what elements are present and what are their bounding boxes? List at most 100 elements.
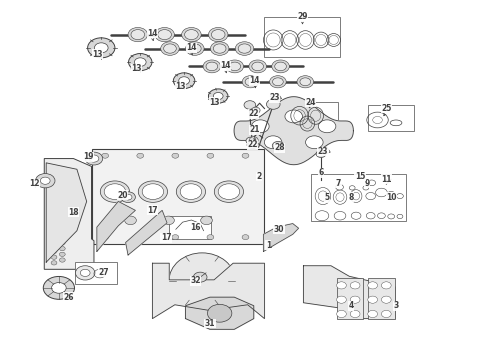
Circle shape bbox=[179, 77, 190, 85]
Circle shape bbox=[238, 44, 251, 53]
Circle shape bbox=[368, 282, 377, 289]
Circle shape bbox=[163, 216, 174, 225]
Circle shape bbox=[137, 153, 144, 158]
Bar bbox=[289, 102, 338, 126]
Circle shape bbox=[172, 235, 179, 240]
Circle shape bbox=[248, 141, 258, 149]
Circle shape bbox=[249, 137, 258, 143]
Circle shape bbox=[264, 136, 282, 149]
Circle shape bbox=[161, 42, 179, 55]
Circle shape bbox=[51, 175, 57, 179]
Circle shape bbox=[164, 44, 176, 53]
Bar bbox=[368, 105, 414, 131]
Text: 19: 19 bbox=[83, 152, 94, 161]
Text: 10: 10 bbox=[386, 193, 396, 202]
Circle shape bbox=[300, 78, 311, 86]
Circle shape bbox=[75, 266, 95, 280]
Text: 1: 1 bbox=[266, 240, 271, 249]
Circle shape bbox=[51, 255, 57, 259]
Circle shape bbox=[189, 44, 201, 53]
Circle shape bbox=[275, 62, 287, 71]
Text: 26: 26 bbox=[63, 293, 74, 302]
Circle shape bbox=[218, 184, 240, 199]
Circle shape bbox=[128, 27, 147, 42]
Text: 17: 17 bbox=[147, 206, 158, 215]
Circle shape bbox=[349, 186, 355, 190]
Text: 24: 24 bbox=[306, 98, 316, 107]
Circle shape bbox=[207, 153, 214, 158]
Circle shape bbox=[251, 120, 269, 133]
Circle shape bbox=[59, 258, 65, 262]
Circle shape bbox=[244, 101, 256, 109]
Circle shape bbox=[363, 186, 369, 190]
Circle shape bbox=[43, 276, 74, 299]
Circle shape bbox=[214, 181, 244, 202]
Circle shape bbox=[51, 186, 57, 191]
Circle shape bbox=[252, 62, 264, 71]
Circle shape bbox=[51, 169, 57, 174]
Circle shape bbox=[59, 184, 65, 188]
Circle shape bbox=[59, 178, 65, 182]
Circle shape bbox=[89, 155, 99, 162]
Circle shape bbox=[182, 27, 201, 42]
Circle shape bbox=[208, 27, 228, 42]
Text: 14: 14 bbox=[249, 76, 260, 85]
Ellipse shape bbox=[169, 253, 235, 309]
Circle shape bbox=[137, 235, 144, 240]
Polygon shape bbox=[44, 158, 94, 269]
Text: 2: 2 bbox=[256, 172, 261, 181]
Polygon shape bbox=[234, 97, 353, 165]
Circle shape bbox=[59, 195, 65, 199]
Circle shape bbox=[368, 296, 377, 303]
Circle shape bbox=[51, 249, 57, 253]
Circle shape bbox=[368, 310, 377, 318]
Circle shape bbox=[337, 310, 346, 318]
Text: 23: 23 bbox=[318, 147, 328, 156]
Circle shape bbox=[267, 99, 280, 109]
Circle shape bbox=[85, 152, 103, 165]
Polygon shape bbox=[152, 263, 265, 319]
Circle shape bbox=[59, 241, 65, 245]
Circle shape bbox=[194, 272, 207, 282]
Circle shape bbox=[272, 141, 284, 150]
Circle shape bbox=[134, 58, 146, 66]
Circle shape bbox=[211, 30, 225, 40]
Text: 6: 6 bbox=[318, 168, 323, 177]
Circle shape bbox=[381, 296, 391, 303]
Circle shape bbox=[51, 232, 57, 237]
Circle shape bbox=[59, 218, 65, 222]
Circle shape bbox=[318, 120, 336, 133]
Text: 13: 13 bbox=[210, 98, 220, 107]
Circle shape bbox=[51, 221, 57, 225]
Polygon shape bbox=[264, 224, 298, 251]
Text: 25: 25 bbox=[381, 104, 392, 113]
Circle shape bbox=[350, 310, 360, 318]
Circle shape bbox=[51, 209, 57, 213]
Text: 11: 11 bbox=[381, 175, 392, 184]
Circle shape bbox=[128, 54, 152, 71]
Circle shape bbox=[51, 192, 57, 197]
Circle shape bbox=[206, 62, 218, 71]
Circle shape bbox=[186, 42, 204, 55]
Circle shape bbox=[158, 30, 172, 40]
Circle shape bbox=[235, 42, 254, 55]
Circle shape bbox=[80, 269, 90, 276]
Circle shape bbox=[51, 226, 57, 231]
Circle shape bbox=[51, 261, 57, 265]
Circle shape bbox=[138, 181, 168, 202]
Text: 9: 9 bbox=[364, 179, 369, 188]
Text: 5: 5 bbox=[324, 193, 329, 202]
Text: 8: 8 bbox=[348, 193, 354, 202]
Circle shape bbox=[368, 180, 375, 186]
Circle shape bbox=[100, 181, 129, 202]
Text: 13: 13 bbox=[175, 82, 186, 91]
Text: 3: 3 bbox=[393, 301, 399, 310]
Circle shape bbox=[59, 212, 65, 216]
Circle shape bbox=[306, 136, 323, 149]
Circle shape bbox=[207, 235, 214, 240]
Circle shape bbox=[208, 89, 228, 103]
Circle shape bbox=[51, 283, 66, 293]
Bar bbox=[337, 278, 364, 319]
Circle shape bbox=[124, 194, 132, 200]
Circle shape bbox=[337, 296, 346, 303]
